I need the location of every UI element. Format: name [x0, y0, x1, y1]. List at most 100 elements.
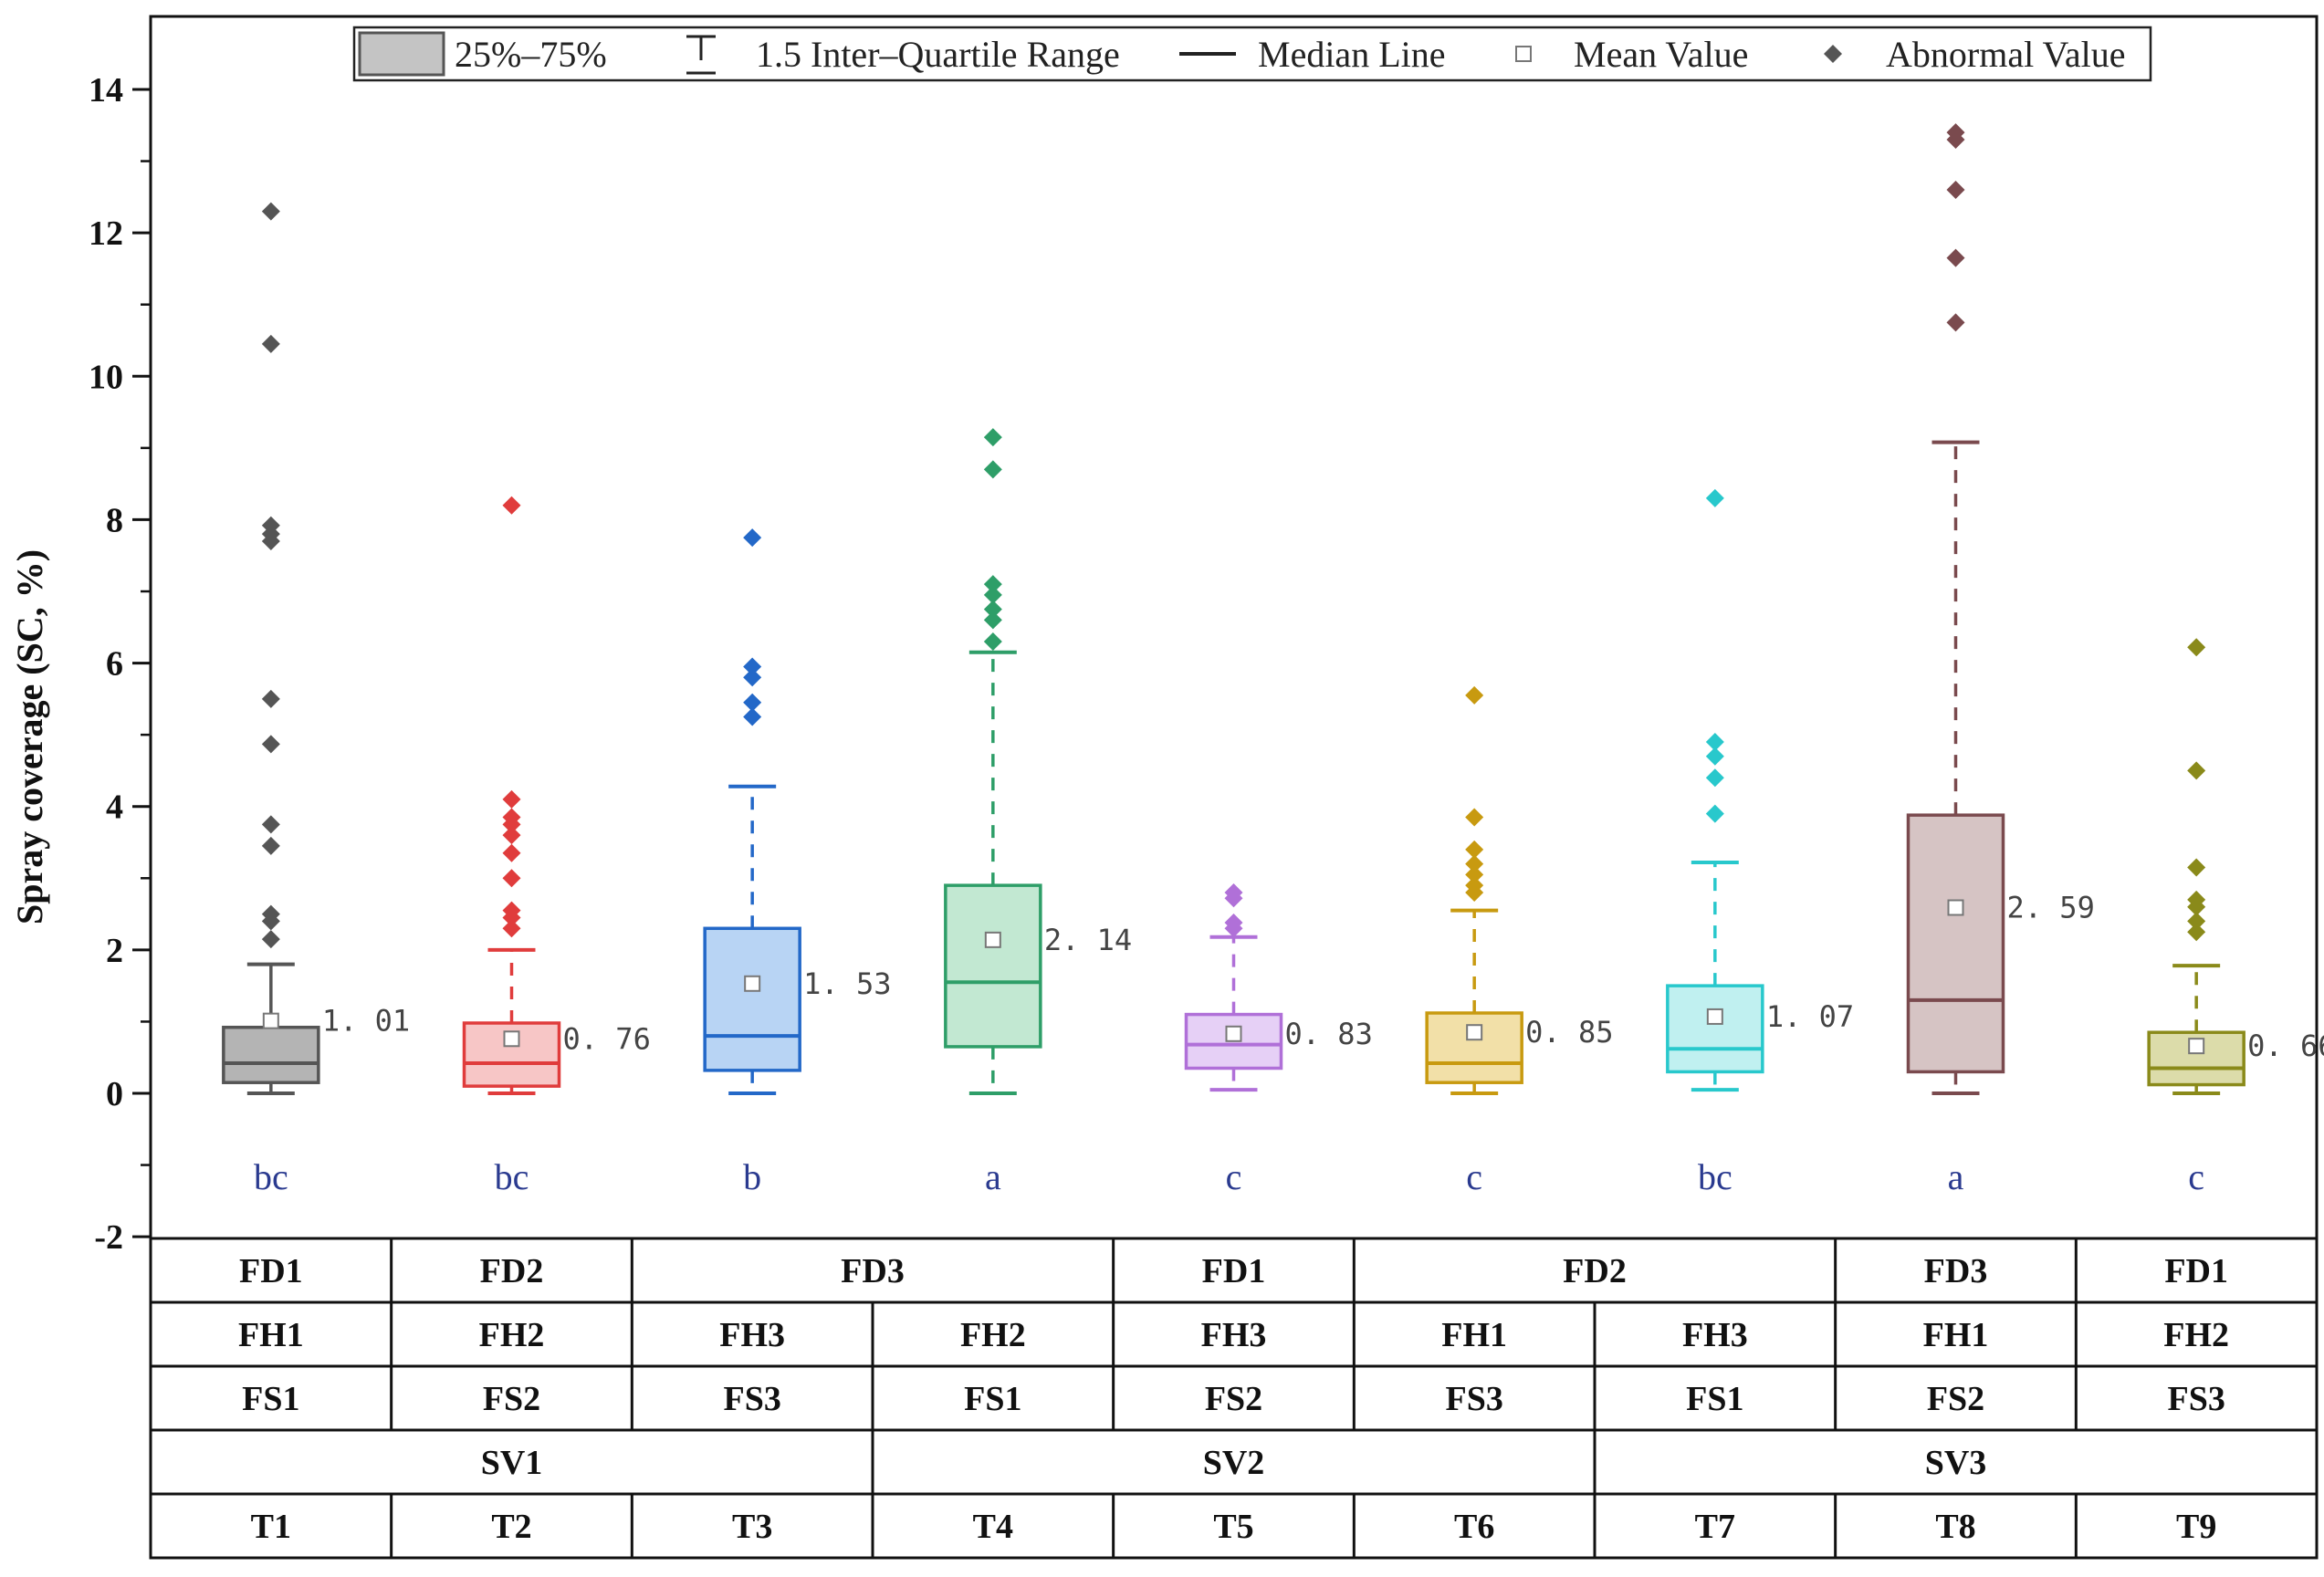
- mean-label: 1. 07: [1766, 999, 1854, 1034]
- table-cell: SV2: [1203, 1444, 1265, 1482]
- outlier-point: [983, 600, 1002, 619]
- outlier-point: [1465, 865, 1484, 884]
- mean-label: 0. 66: [2247, 1029, 2324, 1063]
- legend-label: Abnormal Value: [1886, 34, 2126, 75]
- table-cell: T7: [1695, 1508, 1735, 1546]
- y-axis-title: Spray coverage (SC, %): [9, 549, 50, 924]
- outlier-point: [743, 707, 762, 726]
- legend-label: 1.5 Inter–Quartile Range: [756, 34, 1120, 75]
- mean-marker: [503, 1030, 520, 1048]
- outlier-point: [261, 735, 280, 754]
- outlier-point: [1465, 854, 1484, 873]
- table-cell: FH2: [2163, 1316, 2229, 1354]
- table-cell: FS3: [2167, 1380, 2225, 1418]
- table-cell: FS2: [1927, 1380, 1984, 1418]
- iqr-box: [222, 1025, 320, 1084]
- outlier-point: [261, 930, 280, 949]
- outlier-point: [1465, 808, 1484, 827]
- table-cell: FD3: [1924, 1252, 1988, 1290]
- legend: 25%–75% 1.5 Inter–Quartile Range Median Li…: [352, 26, 2152, 82]
- outlier-point: [502, 869, 521, 888]
- table-cell: T8: [1935, 1508, 1975, 1546]
- table-cell: T6: [1454, 1508, 1494, 1546]
- legend-label: 25%–75%: [455, 34, 607, 75]
- box-group-t5: 0. 83 c: [1184, 883, 1373, 1197]
- outlier-point: [983, 585, 1002, 604]
- significance-label: c: [1226, 1156, 1242, 1197]
- outlier-point: [983, 460, 1002, 479]
- outlier-point: [2187, 761, 2206, 780]
- table-cell: FH3: [1201, 1316, 1267, 1354]
- outlier-point: [502, 789, 521, 809]
- y-tick-label: -2: [94, 1218, 123, 1257]
- table-cell: FS2: [483, 1380, 540, 1418]
- table-cell: FH2: [960, 1316, 1026, 1354]
- box-group-t2: 0. 76 bc: [462, 496, 651, 1197]
- significance-label: bc: [254, 1156, 288, 1197]
- mean-marker: [1466, 1024, 1483, 1041]
- mean-label: 2. 59: [2007, 891, 2095, 925]
- outlier-point: [1705, 733, 1724, 751]
- box-swatch-icon: [358, 31, 445, 77]
- legend-frame: [352, 26, 2152, 82]
- table-cell: FH3: [1682, 1316, 1748, 1354]
- table-cell: FS1: [242, 1380, 299, 1418]
- table-frame: [149, 1237, 2319, 1560]
- mean-marker: [984, 931, 1001, 948]
- table-cell: FS1: [964, 1380, 1021, 1418]
- outlier-point: [502, 901, 521, 920]
- treatment-table: FD1 FD2 FD3 FD1 FD2 FD3 FD1 FH1 FH2 FH3 FH2 FH3 FH1 F…: [149, 1237, 2319, 1560]
- outlier-point: [502, 496, 521, 515]
- box-group-t6: 0. 85 c: [1425, 685, 1613, 1197]
- table-cell: FH2: [479, 1316, 545, 1354]
- table-cell: FD2: [1563, 1252, 1627, 1290]
- table-cell: FH1: [1441, 1316, 1507, 1354]
- table-cell: T4: [973, 1508, 1013, 1546]
- outlier-point: [1946, 313, 1965, 332]
- outlier-point: [743, 657, 762, 676]
- outlier-point: [1705, 768, 1724, 788]
- mean-marker: [262, 1012, 279, 1029]
- outlier-point: [983, 575, 1002, 594]
- y-tick-label: 0: [106, 1075, 123, 1113]
- mean-marker: [1706, 1008, 1723, 1025]
- outlier-point: [2187, 638, 2206, 657]
- y-tick-label: 8: [106, 501, 123, 539]
- outlier-point: [743, 693, 762, 712]
- outlier-point: [261, 689, 280, 708]
- outlier-point: [1705, 804, 1724, 823]
- significance-label: c: [1466, 1156, 1482, 1197]
- outlier-point: [1946, 248, 1965, 267]
- mean-marker: [1225, 1025, 1242, 1042]
- mean-marker: [2188, 1038, 2205, 1055]
- box-group-t7: 1. 07 bc: [1666, 488, 1854, 1197]
- significance-label: bc: [495, 1156, 529, 1197]
- mean-label: 0. 83: [1285, 1017, 1373, 1051]
- y-tick-label: 14: [89, 71, 123, 110]
- outlier-point: [1224, 914, 1243, 932]
- outlier-point: [502, 808, 521, 827]
- y-tick-label: 4: [106, 788, 123, 827]
- table-cell: FS1: [1686, 1380, 1743, 1418]
- outlier-point: [983, 632, 1002, 651]
- mean-marker: [1947, 899, 1964, 916]
- outlier-point: [1224, 883, 1243, 902]
- significance-label: a: [1948, 1156, 1964, 1197]
- iqr-box: [1666, 984, 1764, 1074]
- box-group-t9: 0. 66 c: [2147, 638, 2324, 1197]
- legend-label: Median Line: [1258, 34, 1446, 75]
- table-cell: T2: [491, 1508, 531, 1546]
- mean-label: 2. 14: [1044, 923, 1132, 957]
- table-cell: T9: [2176, 1508, 2216, 1546]
- boxes-layer: 1. 01 bc 0. 76 bc 1. 53 b 2. 14 a 0. 83 c 0. 85 c 1.…: [222, 123, 2324, 1197]
- iqr-box: [703, 926, 801, 1072]
- outlier-point: [261, 202, 280, 221]
- box-group-t8: 2. 59 a: [1906, 123, 2095, 1197]
- table-cell: FS2: [1205, 1380, 1262, 1418]
- table-cell: FH3: [719, 1316, 785, 1354]
- outlier-point: [1946, 181, 1965, 199]
- outlier-point: [261, 836, 280, 855]
- outlier-point: [502, 826, 521, 845]
